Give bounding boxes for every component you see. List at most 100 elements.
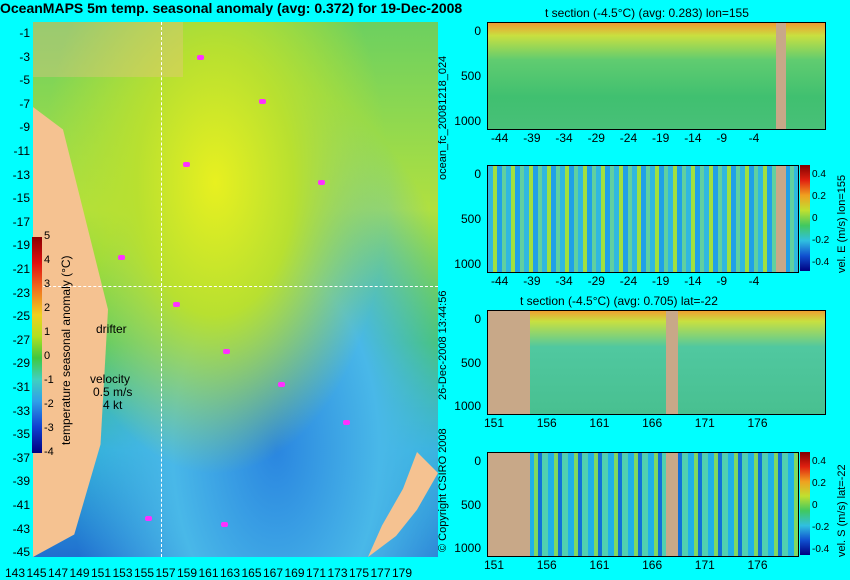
map-lat-tick: -35 [12,427,30,442]
panel-2-y-tick: 500 [460,212,481,226]
panel-2-colorbar-tick: 0.4 [812,169,826,180]
panel-4-x-tick: 171 [694,558,715,572]
panel-2-x-tick: -29 [587,274,605,288]
velocity-label: velocity [90,372,131,386]
drifter-label: drifter [96,322,127,336]
map-colorbar-tick: 5 [44,230,51,242]
panel-2-x-tick: -44 [491,274,509,288]
panel-3-x-tick: 176 [747,416,768,430]
panel-4-colorbar-tick: 0.2 [812,478,826,489]
panel-2-colorbar-tick: 0.2 [812,191,826,202]
map-lon-tick: 159 [177,566,198,580]
map-lat-tick: -13 [12,167,30,182]
panel-4-colorbar-tick: 0 [812,500,818,511]
drifter-marker [318,180,325,185]
panel-2-x-tick: -39 [523,274,541,288]
map-lon-tick: 179 [392,566,413,580]
map-lat-tick: -7 [19,96,30,111]
map-lat-tick: -19 [12,238,30,253]
drifter-marker [197,55,204,60]
map-colorbar-tick: 3 [44,278,51,290]
map-lat-tick: -21 [12,262,30,276]
panel-2-colorbar-tick: 0 [812,213,818,224]
map-lat-tick: -33 [12,403,30,418]
map-lon-tick: 165 [241,566,262,580]
panel-1-x-tick: -39 [523,131,541,145]
panel-1-x-tick: -9 [716,131,728,145]
map-lon-tick: 169 [284,566,305,580]
temperature-anomaly-map [33,22,438,557]
map-lon-tick: 147 [48,566,69,580]
map-lat-tick: -27 [12,332,30,347]
panel-1-x-tick: -29 [587,131,605,145]
map-dashed-parallel [33,286,438,287]
map-colorbar-tick: -1 [44,374,54,386]
map-lat-tick: -43 [12,521,30,536]
map-dashed-meridian [161,22,162,557]
velocity-knots: 4 kt [103,398,123,412]
panel-2-colorbar-tick: -0.4 [812,257,830,268]
drifter-marker [183,162,190,167]
panel-2-colorbar-tick: -0.2 [812,235,830,246]
panel-1-heatmap [487,22,826,130]
map-lon-tick: 167 [263,566,284,580]
map-lat-tick: -23 [12,285,30,300]
panel-4-land [488,453,530,556]
panel-3-x-tick: 171 [694,416,715,430]
panel-2-x-tick: -34 [555,274,573,288]
panel-3-x-tick: 161 [589,416,610,430]
panel-3-y-tick: 500 [460,355,481,370]
map-colorbar-tick: 1 [44,326,51,338]
panel-3-heatmap [487,310,826,415]
panel-3-x-tick: 151 [484,416,505,430]
panel-3-x-tick: 166 [642,416,663,430]
map-lon-tick: 163 [220,566,241,580]
map-colorbar-tick: -3 [44,422,54,434]
drifter-marker [221,522,228,527]
panel-2-gap [776,166,786,272]
map-colorbar-tick: -4 [44,446,54,458]
map-colorbar-tick: 2 [44,302,51,314]
drifter-marker [278,382,285,387]
map-lat-tick: -3 [19,49,30,64]
panel-1-x-tick: -44 [491,131,509,145]
map-colorbar [32,237,42,453]
map-lat-tick: -31 [12,380,30,394]
map-lat-tick: -37 [12,450,30,465]
panel-2-y-tick: 1000 [454,257,481,271]
panel-1-x-tick: -14 [684,131,702,145]
map-lat-tick: -25 [12,309,30,324]
panel-2-x-tick: -19 [652,274,670,288]
map-lon-tick: 149 [69,566,90,580]
panel-2-x-tick: -4 [748,274,760,288]
panel-4-heatmap [487,452,799,557]
map-colorbar-tick: 0 [44,350,51,362]
map-lat-tick: -1 [19,26,30,40]
map-colorbar-tick: -2 [44,398,54,410]
panel-4-colorbar-label: vel. S (m/s) lat=-22 [836,464,848,557]
panel-4-y-tick: 0 [474,454,481,468]
panel-2-colorbar [800,165,810,271]
map-lon-tick: 173 [327,566,348,580]
panel-4-x-tick: 151 [484,558,505,572]
drifter-marker [223,349,230,354]
panel-1-title: t section (-4.5°C) (avg: 0.283) lon=155 [545,6,749,20]
drifter-marker [145,516,152,521]
map-lat-tick: -39 [12,474,30,489]
panel-2-x-tick: -9 [716,274,728,288]
panel-2-colorbar-label: vel. E (m/s) lon=155 [836,174,848,273]
velocity-value: 0.5 m/s [93,385,133,399]
panel-1-x-tick: -24 [619,131,638,145]
panel-1-gap [776,23,786,129]
map-lat-tick: -45 [12,545,30,560]
panel-2-heatmap [487,165,799,273]
map-lat-tick: -29 [12,356,30,371]
panel-3-title: t section (-4.5°C) (avg: 0.705) lat=-22 [520,294,718,308]
map-lat-tick: -5 [19,73,30,88]
panel-1-x-tick: -4 [748,131,760,145]
map-lon-tick: 145 [26,566,47,580]
panel-4-colorbar-tick: -0.2 [812,522,830,533]
panel-4-colorbar-tick: -0.4 [812,544,830,555]
map-lat-tick: -11 [13,144,30,158]
map-lat-tick: -41 [12,498,30,512]
